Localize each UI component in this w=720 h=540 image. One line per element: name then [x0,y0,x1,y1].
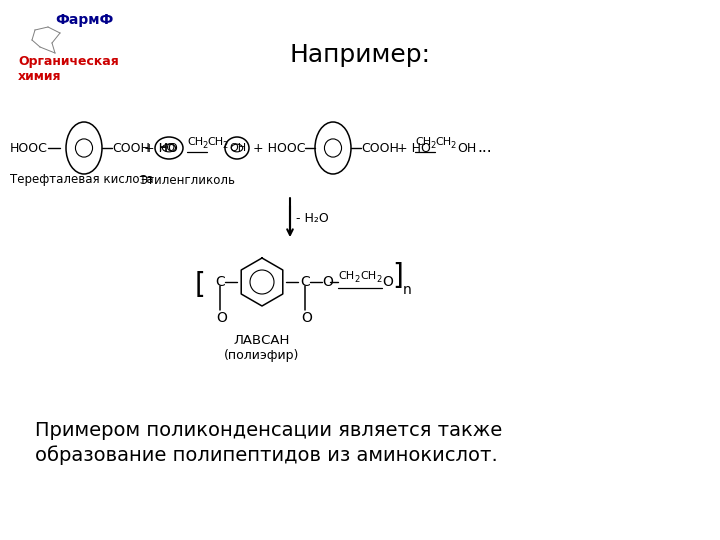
Text: HOOC: HOOC [10,141,48,154]
Text: O: O [322,275,333,289]
Text: - H₂O: - H₂O [296,213,329,226]
Text: ...: ... [477,140,492,156]
Text: CH: CH [338,271,354,281]
Text: + HO: + HO [144,141,178,154]
Text: C: C [300,275,310,289]
Text: CH: CH [435,137,451,147]
Text: O: O [382,275,393,289]
Text: + HO: + HO [397,141,431,154]
Text: ]: ] [392,262,403,290]
Text: Например:: Например: [289,43,431,67]
Text: n: n [403,283,412,297]
Text: 2: 2 [354,275,359,285]
Text: OH: OH [457,141,476,154]
Text: O: O [216,311,227,325]
Text: 2: 2 [376,275,382,285]
Text: C: C [215,275,225,289]
Text: CH: CH [207,137,223,147]
Text: HO: HO [159,143,176,153]
Text: 2: 2 [430,141,436,151]
Text: Органическая
химия: Органическая химия [18,55,119,83]
Text: (полиэфир): (полиэфир) [225,348,300,361]
Text: 2: 2 [222,141,228,151]
Text: 2: 2 [450,141,455,151]
Text: образование полипептидов из аминокислот.: образование полипептидов из аминокислот. [35,445,498,465]
Text: [: [ [195,271,206,299]
Text: COOH: COOH [112,141,150,154]
Text: Этиленгликоль: Этиленгликоль [139,173,235,186]
Text: ЛАВСАН: ЛАВСАН [234,334,290,347]
Text: CH: CH [415,137,431,147]
Text: CH: CH [187,137,203,147]
Text: Примером поликонденсации является также: Примером поликонденсации является также [35,421,503,440]
Text: ФармФ: ФармФ [55,13,113,27]
Text: COOH: COOH [361,141,399,154]
Text: + HOOC: + HOOC [253,141,305,154]
Text: Терефталевая кислота: Терефталевая кислота [10,173,153,186]
Text: O: O [301,311,312,325]
Text: CH: CH [360,271,376,281]
Text: OH: OH [229,143,246,153]
Text: 2: 2 [202,141,207,151]
